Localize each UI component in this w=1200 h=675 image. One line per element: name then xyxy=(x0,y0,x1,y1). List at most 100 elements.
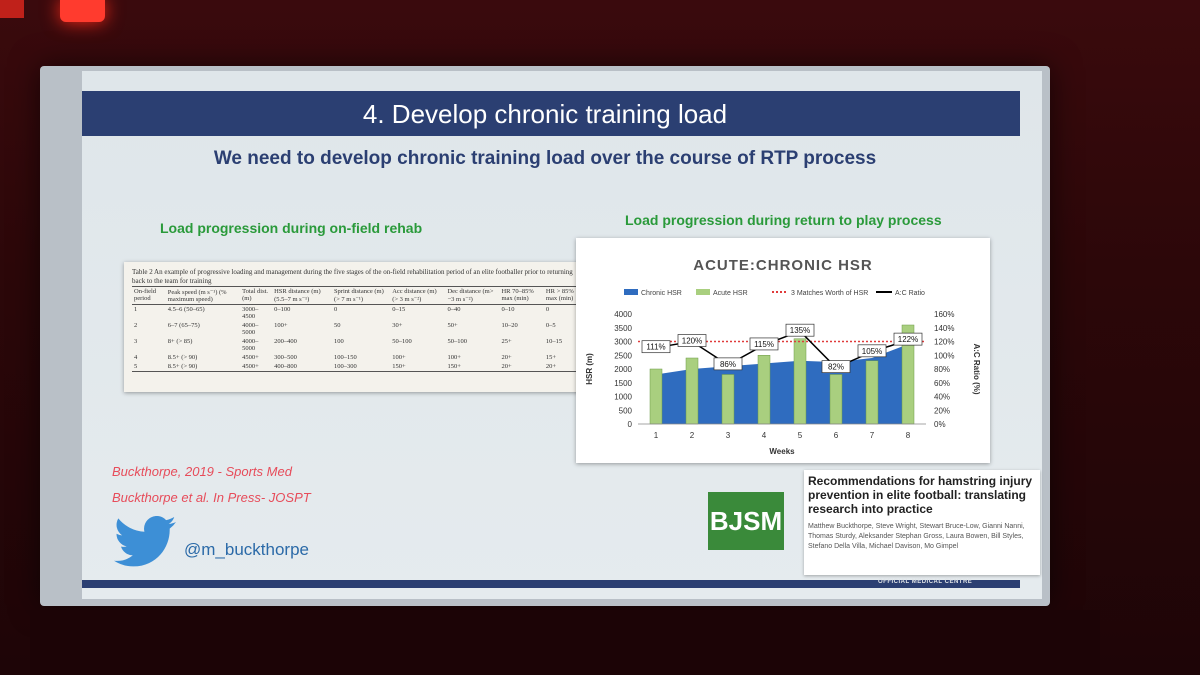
table-cell: 50–100 xyxy=(392,338,412,345)
table-header-cell: Dec distance (m> −3 m s⁻²) xyxy=(447,288,494,303)
y-tick-label: 4000 xyxy=(614,310,632,319)
x-tick-label: 7 xyxy=(870,431,875,440)
table-cell: 5 xyxy=(134,363,138,370)
table-cell: 0 xyxy=(333,306,338,313)
table-cell: 50 xyxy=(333,322,341,329)
legend-label: Chronic HSR xyxy=(641,290,682,297)
table-header-cell: HSR distance (m) (5.5–7 m s⁻¹) xyxy=(274,288,321,303)
y2-tick-label: 0% xyxy=(934,420,946,429)
load-table: Table 2 An example of progressive loadin… xyxy=(124,262,594,392)
table-cell: 1 xyxy=(134,306,138,313)
y-tick-label: 2000 xyxy=(614,365,632,374)
table-cell: 0–15 xyxy=(392,306,406,313)
y-tick-label: 3500 xyxy=(614,324,632,333)
table-row: 4 8.5+ (> 90) 4500+ 300–500 100–150 100+ 100+ 2… xyxy=(132,353,586,362)
table-row: 1 4.5–6 (50–65) 3000–4500 0–100 0 0–15 0–40 0–1… xyxy=(132,305,586,322)
acute-chronic-chart: ACUTE:CHRONIC HSR Chronic HSR Acute HSR 3 M… xyxy=(576,238,990,463)
ratio-label: 111% xyxy=(646,343,665,352)
table-cell: 8.5+ (> 90) xyxy=(167,354,198,361)
y2-tick-label: 80% xyxy=(934,365,950,374)
acute-hsr-bar xyxy=(757,355,771,425)
table-cell: 0–100 xyxy=(274,306,291,313)
paper-card: Recommendations for hamstring injury pre… xyxy=(804,470,1040,575)
table-cell: 3000–4500 xyxy=(242,306,259,320)
ratio-label-box xyxy=(821,360,851,373)
right-section-label: Load progression during return to play p… xyxy=(625,212,942,228)
table-header-cell: On-field period xyxy=(134,288,157,302)
table-header-cell: Peak speed (m s⁻¹) (% maximum speed) xyxy=(167,289,227,303)
legend-label: Acute HSR xyxy=(713,290,748,297)
chart-title: ACUTE:CHRONIC HSR xyxy=(693,257,873,274)
ratio-label-box xyxy=(893,332,923,346)
table-cell: 20+ xyxy=(501,354,512,361)
bottom-bar xyxy=(82,580,1020,588)
acute-hsr-bar xyxy=(721,374,735,425)
ratio-label: 135% xyxy=(790,326,810,335)
ratio-label-box xyxy=(857,344,887,358)
table-row: 5 8.5+ (> 90) 4500+ 400–800 100–300 150+ 150+ 2… xyxy=(132,362,586,372)
table-header-cell: HR 70–85% max (min) xyxy=(501,288,534,302)
table-cell: 150+ xyxy=(392,363,406,370)
table: On-field period Peak speed (m s⁻¹) (% max… xyxy=(132,286,586,372)
x-axis-label: Weeks xyxy=(769,447,795,456)
slide-subtitle: We need to develop chronic training load… xyxy=(213,148,877,169)
ratio-label-box xyxy=(713,357,743,371)
y-tick-label: 1500 xyxy=(614,379,632,388)
x-tick-label: 5 xyxy=(798,431,803,440)
table-cell: 10–15 xyxy=(545,338,563,345)
table-cell: 8.5+ (> 90) xyxy=(167,363,198,370)
ceiling-light xyxy=(60,0,105,22)
y2-tick-label: 20% xyxy=(934,406,950,415)
citation-2: Buckthorpe et al. In Press- JOSPT xyxy=(112,490,311,505)
table-caption: Table 2 An example of progressive loadin… xyxy=(132,268,573,285)
ratio-label-box xyxy=(641,340,671,354)
x-tick-label: 6 xyxy=(834,431,839,440)
ratio-label: 86% xyxy=(720,360,736,369)
y-tick-label: 1000 xyxy=(614,393,632,402)
ratio-label: 115% xyxy=(754,340,774,349)
table-cell: 100–150 xyxy=(333,354,357,361)
footer-text: OFFICIAL MEDICAL CENTRE xyxy=(878,579,973,585)
table-row: 2 6–7 (65–75) 4000–5000 100+ 50 30+ 50+ 10–20 0–… xyxy=(132,321,586,337)
x-tick-label: 3 xyxy=(726,431,731,440)
table-cell: 4000–5000 xyxy=(242,338,259,352)
y-tick-label: 0 xyxy=(628,420,633,429)
x-tick-label: 1 xyxy=(654,431,659,440)
legend-label: 3 Matches Worth of HSR xyxy=(791,290,868,297)
table-cell: 4 xyxy=(134,354,138,361)
table-header-cell: Acc distance (m) (> 3 m s⁻²) xyxy=(392,288,437,303)
y-tick-label: 2500 xyxy=(614,351,632,360)
table-cell: 300–500 xyxy=(274,354,297,361)
table-cell: 8+ (> 85) xyxy=(167,338,193,345)
table-header-cell: Sprint distance (m) (> 7 m s⁻¹) xyxy=(333,288,384,303)
ratio-label: 105% xyxy=(862,347,882,356)
twitter-handle: @m_buckthorpe xyxy=(184,540,309,559)
stage-floor xyxy=(30,610,1100,675)
ratio-label-box xyxy=(749,337,779,351)
y2-tick-label: 120% xyxy=(934,338,954,347)
y-axis-label: HSR (m) xyxy=(585,353,594,385)
paper-authors: Matthew Buckthorpe, Steve Wright, Stewar… xyxy=(808,523,1025,550)
table-cell: 200–400 xyxy=(274,338,297,345)
projection-screen: 4. Develop chronic training load We need… xyxy=(40,66,1050,606)
table-cell: 50–100 xyxy=(447,338,467,345)
ratio-label-box xyxy=(677,334,707,347)
acute-hsr-bar xyxy=(649,368,663,425)
twitter-bird-icon xyxy=(114,516,176,567)
paper-title: Recommendations for hamstring injury pre… xyxy=(808,474,1033,516)
table-row: 3 8+ (> 85) 4000–5000 200–400 100 50–100 50–10… xyxy=(132,337,586,353)
table-cell: 100 xyxy=(333,338,344,345)
x-tick-label: 4 xyxy=(762,431,767,440)
y2-axis-label: A:C Ratio (%) xyxy=(972,343,981,394)
y2-tick-label: 140% xyxy=(934,324,954,333)
left-section-label: Load progression during on-field rehab xyxy=(160,220,423,236)
legend-swatch xyxy=(696,289,710,295)
table-cell: 3 xyxy=(134,338,138,345)
acute-hsr-bar xyxy=(685,357,699,425)
y2-tick-label: 160% xyxy=(934,310,954,319)
y2-tick-label: 40% xyxy=(934,393,950,402)
table-cell: 0 xyxy=(545,306,550,313)
citation-1: Buckthorpe, 2019 - Sports Med xyxy=(112,464,292,479)
table-cell: 150+ xyxy=(447,363,461,370)
table-cell: 30+ xyxy=(392,322,403,329)
